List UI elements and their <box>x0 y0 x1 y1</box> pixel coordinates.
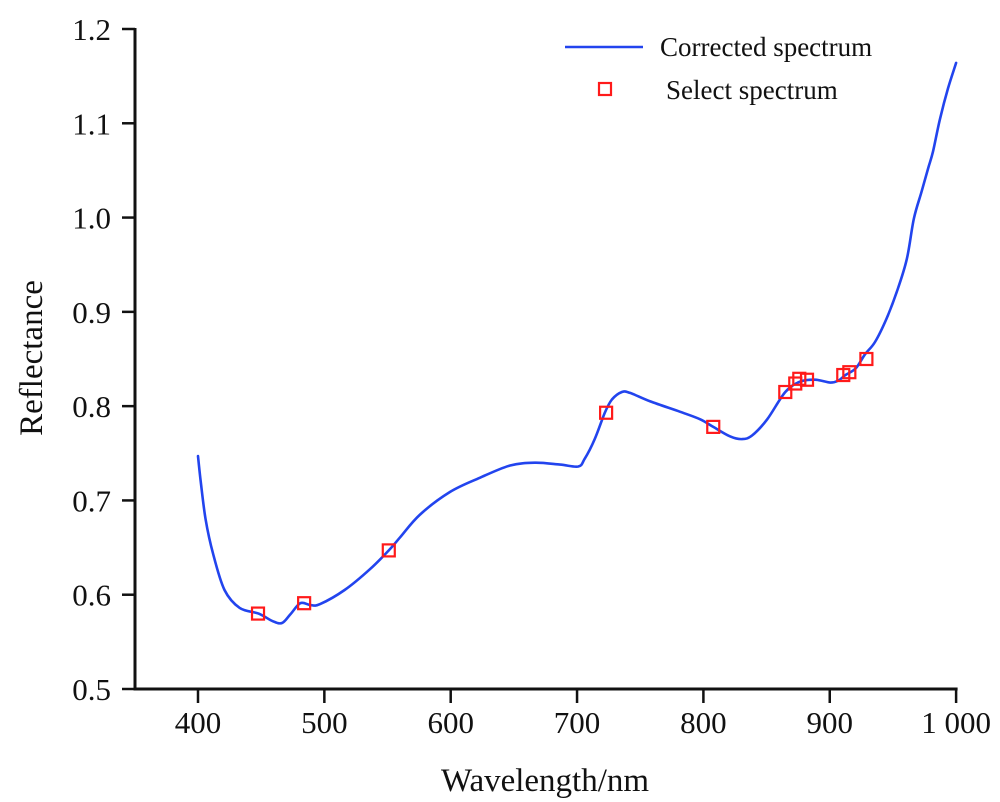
select-spectrum-marker <box>381 543 396 558</box>
select-spectrum-marker <box>250 606 266 621</box>
select-spectrum-marker <box>297 596 312 611</box>
y-ticks: 0.5 0.6 0.7 0.8 0.9 1.0 1.1 1.2 <box>72 12 135 707</box>
select-spectrum-marker <box>792 371 807 386</box>
x-tick-label: 900 <box>807 705 854 740</box>
select-spectrum-marker <box>706 419 721 434</box>
legend-label-select: Select spectrum <box>666 75 838 105</box>
y-axis-title: Reflectance <box>14 280 50 436</box>
y-tick-label: 0.9 <box>72 295 111 330</box>
corrected-spectrum-line <box>196 61 958 625</box>
select-spectrum-marker <box>778 384 793 400</box>
legend: Corrected spectrum Select spectrum <box>565 32 872 105</box>
select-spectrum-markers <box>250 351 874 621</box>
y-tick-label: 1.2 <box>72 12 111 47</box>
x-axis-title: Wavelength/nm <box>441 763 649 799</box>
x-tick-label: 800 <box>680 705 727 740</box>
select-spectrum-marker <box>799 372 815 387</box>
y-tick-label: 0.8 <box>72 389 111 424</box>
legend-marker-swatch <box>597 81 613 97</box>
y-tick-label: 0.6 <box>72 578 111 613</box>
x-tick-label: 400 <box>175 705 222 740</box>
y-tick-label: 1.1 <box>72 106 111 141</box>
x-ticks: 400 500 600 700 800 900 1 000 <box>175 689 991 740</box>
y-tick-label: 0.7 <box>72 483 111 518</box>
x-tick-label: 600 <box>427 705 474 740</box>
select-spectrum-marker <box>859 351 874 367</box>
x-tick-label: 700 <box>554 705 601 740</box>
legend-label-corrected: Corrected spectrum <box>660 32 872 62</box>
y-tick-label: 1.0 <box>72 201 111 236</box>
select-spectrum-marker <box>599 405 614 420</box>
axes: 0.5 0.6 0.7 0.8 0.9 1.0 1.1 1.2 400 500 600 700 800… <box>72 12 991 740</box>
plot-area <box>196 61 958 625</box>
x-tick-label: 500 <box>301 705 348 740</box>
select-spectrum-marker <box>842 365 857 380</box>
y-tick-label: 0.5 <box>72 672 111 707</box>
x-tick-label: 1 000 <box>921 705 991 740</box>
